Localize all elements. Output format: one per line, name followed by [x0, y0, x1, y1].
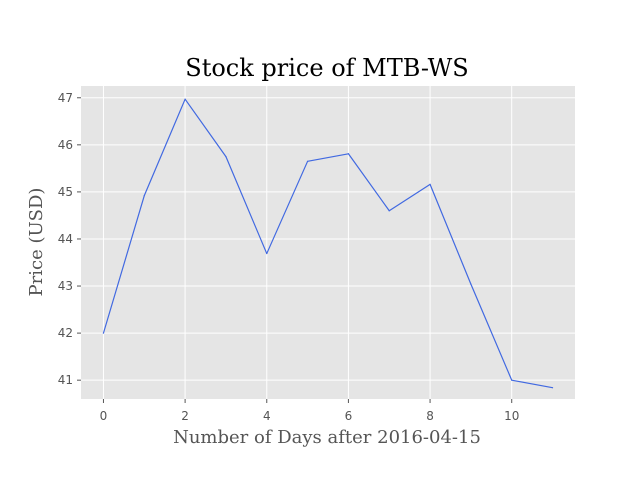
data-point [388, 210, 390, 212]
x-tick-label: 2 [181, 409, 189, 423]
y-axis-label: Price (USD) [26, 188, 47, 297]
data-point [143, 195, 145, 197]
y-tick-label: 41 [58, 373, 73, 387]
data-point [470, 283, 472, 285]
series-layer [102, 98, 554, 389]
data-point [266, 252, 268, 255]
plot-area [81, 86, 575, 399]
x-tick-label: 6 [345, 409, 353, 423]
x-tick-label: 10 [504, 409, 519, 423]
data-point [551, 387, 554, 389]
x-tick-label: 0 [100, 409, 108, 423]
y-tick-label: 43 [58, 279, 73, 293]
y-tick-label: 46 [58, 138, 73, 152]
series-line [102, 98, 553, 389]
chart-title: Stock price of MTB-WS [185, 54, 468, 82]
x-tick-label: 4 [263, 409, 271, 423]
data-point [429, 183, 431, 185]
x-tick-label: 8 [426, 409, 434, 423]
data-point [347, 153, 350, 155]
y-tick-label: 47 [58, 91, 73, 105]
y-tick-label: 44 [58, 232, 73, 246]
x-axis-label: Number of Days after 2016-04-15 [173, 427, 481, 448]
data-point [184, 98, 186, 100]
data-point [306, 160, 309, 162]
data-point [225, 156, 227, 158]
grid-lines [81, 86, 575, 399]
y-tick-label: 42 [58, 326, 73, 340]
x-axis-ticks: 0 2 4 6 8 10 [100, 399, 519, 423]
data-point [511, 379, 513, 381]
y-axis-ticks: 41 42 43 44 45 46 47 [58, 91, 81, 387]
y-tick-label: 45 [58, 185, 73, 199]
data-point [102, 332, 105, 334]
